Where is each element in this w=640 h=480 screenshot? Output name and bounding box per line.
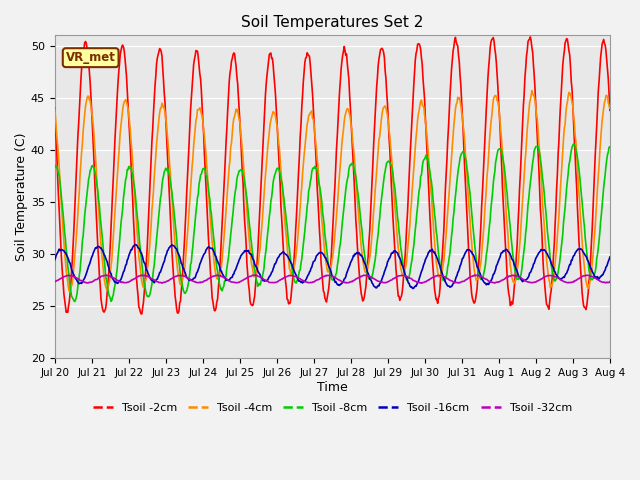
Tsoil -4cm [119,108,127,114]
Tsoil -4cm [528,88,536,94]
Tsoil -16cm [606,254,614,260]
Y-axis label: Soil Temperature (C): Soil Temperature (C) [15,132,28,261]
Tsoil -4cm [204,188,212,194]
Tsoil -32cm [400,273,408,279]
Tsoil -2cm [51,105,58,111]
Tsoil -2cm [417,47,424,52]
Tsoil -2cm [175,308,183,314]
Tsoil -8cm [175,259,183,264]
Tsoil -8cm [417,173,424,179]
Tsoil -32cm [416,280,424,286]
Tsoil -2cm [137,311,145,317]
Tsoil -32cm [204,276,211,282]
Tsoil -8cm [606,144,614,150]
Tsoil -32cm [471,272,479,278]
Tsoil -2cm [118,44,125,49]
Tsoil -4cm [175,275,183,280]
Line: Tsoil -2cm: Tsoil -2cm [54,37,610,314]
Text: VR_met: VR_met [66,51,116,64]
Tsoil -4cm [401,270,408,276]
Tsoil -32cm [418,280,426,286]
Tsoil -16cm [61,249,68,255]
Legend: Tsoil -2cm, Tsoil -4cm, Tsoil -8cm, Tsoil -16cm, Tsoil -32cm: Tsoil -2cm, Tsoil -4cm, Tsoil -8cm, Tsoi… [88,398,576,417]
Tsoil -4cm [417,98,424,104]
Tsoil -8cm [119,207,127,213]
Tsoil -32cm [51,279,58,285]
Tsoil -2cm [401,261,408,266]
Tsoil -4cm [65,288,73,294]
X-axis label: Time: Time [317,381,348,394]
Tsoil -16cm [204,244,212,250]
Tsoil -4cm [51,106,58,112]
Tsoil -16cm [51,257,58,263]
Tsoil -2cm [61,297,68,303]
Tsoil -16cm [418,269,426,275]
Tsoil -2cm [606,108,614,113]
Tsoil -2cm [527,34,534,40]
Tsoil -32cm [118,279,125,285]
Tsoil -32cm [61,274,68,279]
Tsoil -8cm [71,299,79,304]
Tsoil -2cm [204,232,212,238]
Tsoil -8cm [61,229,68,235]
Tsoil -16cm [118,274,125,280]
Line: Tsoil -16cm: Tsoil -16cm [54,245,610,288]
Tsoil -32cm [606,279,614,285]
Line: Tsoil -4cm: Tsoil -4cm [54,91,610,291]
Tsoil -32cm [174,273,182,278]
Line: Tsoil -32cm: Tsoil -32cm [54,275,610,283]
Tsoil -4cm [61,251,68,256]
Tsoil -8cm [204,184,212,190]
Tsoil -8cm [570,141,577,147]
Tsoil -4cm [606,106,614,111]
Tsoil -16cm [401,269,408,275]
Tsoil -8cm [401,272,408,277]
Tsoil -16cm [132,242,140,248]
Tsoil -16cm [409,286,417,291]
Tsoil -16cm [175,252,183,258]
Tsoil -8cm [51,164,58,170]
Title: Soil Temperatures Set 2: Soil Temperatures Set 2 [241,15,424,30]
Line: Tsoil -8cm: Tsoil -8cm [54,144,610,301]
